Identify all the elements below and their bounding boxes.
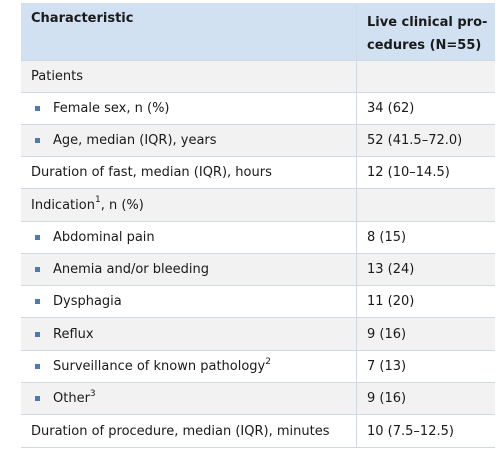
table-row: Duration of fast, median (IQR), hours 12… <box>21 157 495 189</box>
table-row: Reflux 9 (16) <box>21 318 495 351</box>
row-label: Other3 <box>53 388 96 406</box>
row-value: 12 (10–14.5) <box>367 165 450 180</box>
header-characteristic: Characteristic <box>21 3 357 60</box>
row-value: 52 (41.5–72.0) <box>367 133 463 148</box>
row-label: Surveillance of known pathology2 <box>53 356 271 374</box>
row-value: 8 (15) <box>367 230 407 245</box>
characteristics-table: Characteristic Live clinical pro- cedure… <box>21 3 495 448</box>
bullet-icon <box>35 331 40 337</box>
footnote-marker: 2 <box>265 356 271 367</box>
footnote-marker: 1 <box>94 195 101 206</box>
row-label: Duration of fast, median (IQR), hours <box>31 165 272 180</box>
row-value: 13 (24) <box>367 262 415 277</box>
table-row: Anemia and/or bleeding 13 (24) <box>21 254 495 286</box>
row-label: Dysphagia <box>53 294 122 309</box>
header-live-clinical-procedures: Live clinical pro- cedures (N=55) <box>357 3 495 60</box>
row-label: Age, median (IQR), years <box>53 133 217 148</box>
row-value: 11 (20) <box>367 294 415 309</box>
row-label: Abdominal pain <box>53 230 155 245</box>
row-value: 9 (16) <box>367 326 407 342</box>
bullet-icon <box>35 235 40 240</box>
row-value: 34 (62) <box>367 101 415 116</box>
table-row: Surveillance of known pathology2 7 (13) <box>21 351 495 383</box>
table-row: Female sex, n (%) 34 (62) <box>21 93 495 125</box>
row-label: Duration of procedure, median (IQR), min… <box>31 423 330 439</box>
header-col2-line2: cedures (N=55) <box>367 38 482 53</box>
bullet-icon <box>35 299 40 304</box>
row-value: 9 (16) <box>367 391 407 406</box>
bullet-icon <box>35 267 40 272</box>
table-row: Other3 9 (16) <box>21 383 495 415</box>
bullet-icon <box>35 364 40 369</box>
table-row: Indication1, n (%) <box>21 189 495 222</box>
row-value: 10 (7.5–12.5) <box>367 423 454 439</box>
footnote-marker: 3 <box>89 388 96 399</box>
table-row: Abdominal pain 8 (15) <box>21 222 495 254</box>
table-row: Patients <box>21 61 495 93</box>
table-header-row: Characteristic Live clinical pro- cedure… <box>21 3 495 61</box>
row-label: Indication1, n (%) <box>31 195 144 213</box>
row-value: 7 (13) <box>367 359 407 374</box>
table-row: Age, median (IQR), years 52 (41.5–72.0) <box>21 125 495 157</box>
bullet-icon <box>35 396 40 401</box>
table-row: Duration of procedure, median (IQR), min… <box>21 415 495 448</box>
row-label: Anemia and/or bleeding <box>53 262 209 277</box>
row-label: Reflux <box>53 326 94 342</box>
table-row: Dysphagia 11 (20) <box>21 286 495 318</box>
header-col2-line1: Live clinical pro- <box>367 15 488 30</box>
bullet-icon <box>35 106 40 111</box>
bullet-icon <box>35 138 40 143</box>
row-label: Female sex, n (%) <box>53 101 170 116</box>
row-label: Patients <box>31 69 84 84</box>
